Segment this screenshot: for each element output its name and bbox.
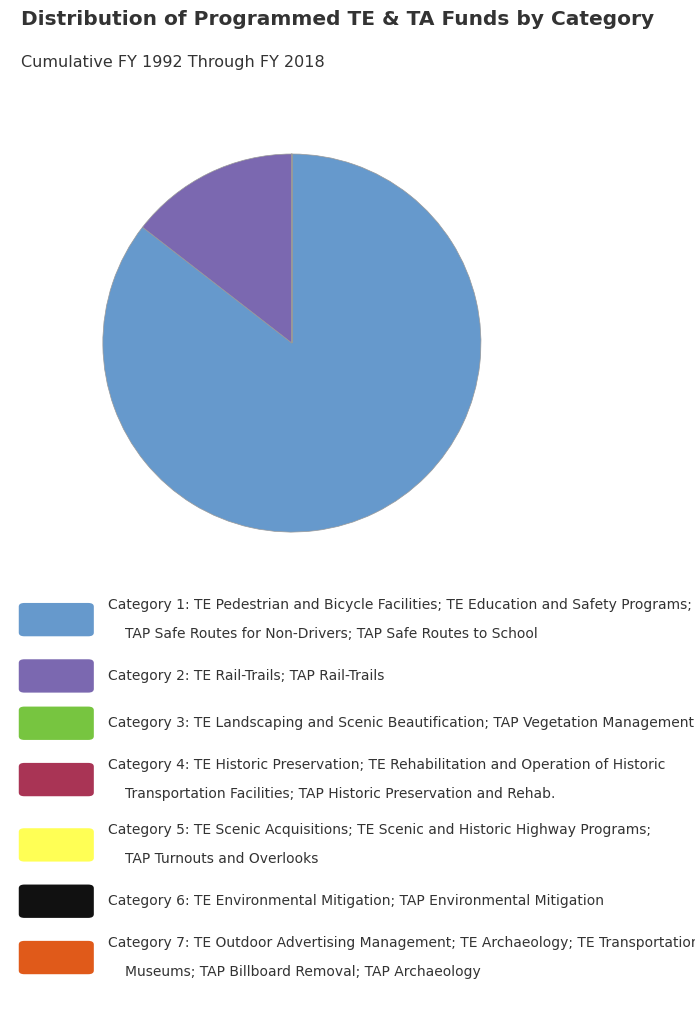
Text: Category 3: TE Landscaping and Scenic Beautification; TAP Vegetation Management: Category 3: TE Landscaping and Scenic Be… — [108, 716, 694, 730]
FancyBboxPatch shape — [19, 763, 94, 797]
Text: Category 4: TE Historic Preservation; TE Rehabilitation and Operation of Histori: Category 4: TE Historic Preservation; TE… — [108, 758, 665, 772]
Text: Category 6: TE Environmental Mitigation; TAP Environmental Mitigation: Category 6: TE Environmental Mitigation;… — [108, 894, 604, 908]
FancyBboxPatch shape — [19, 941, 94, 974]
Text: TAP Turnouts and Overlooks: TAP Turnouts and Overlooks — [125, 852, 318, 866]
FancyBboxPatch shape — [19, 659, 94, 692]
Wedge shape — [103, 154, 481, 532]
Text: Category 2: TE Rail-Trails; TAP Rail-Trails: Category 2: TE Rail-Trails; TAP Rail-Tra… — [108, 669, 384, 683]
Text: Cumulative FY 1992 Through FY 2018: Cumulative FY 1992 Through FY 2018 — [21, 54, 325, 70]
FancyBboxPatch shape — [19, 603, 94, 636]
Text: Category 7: TE Outdoor Advertising Management; TE Archaeology; TE Transportation: Category 7: TE Outdoor Advertising Manag… — [108, 936, 695, 950]
FancyBboxPatch shape — [19, 828, 94, 861]
Text: TAP Safe Routes for Non-Drivers; TAP Safe Routes to School: TAP Safe Routes for Non-Drivers; TAP Saf… — [125, 627, 538, 641]
Text: Museums; TAP Billboard Removal; TAP Archaeology: Museums; TAP Billboard Removal; TAP Arch… — [125, 965, 481, 979]
Wedge shape — [142, 154, 292, 343]
Text: Transportation Facilities; TAP Historic Preservation and Rehab.: Transportation Facilities; TAP Historic … — [125, 787, 555, 801]
Text: Distribution of Programmed TE & TA Funds by Category: Distribution of Programmed TE & TA Funds… — [21, 10, 654, 30]
Text: Category 5: TE Scenic Acquisitions; TE Scenic and Historic Highway Programs;: Category 5: TE Scenic Acquisitions; TE S… — [108, 823, 651, 838]
Text: Category 1: TE Pedestrian and Bicycle Facilities; TE Education and Safety Progra: Category 1: TE Pedestrian and Bicycle Fa… — [108, 598, 692, 612]
FancyBboxPatch shape — [19, 885, 94, 918]
FancyBboxPatch shape — [19, 707, 94, 740]
